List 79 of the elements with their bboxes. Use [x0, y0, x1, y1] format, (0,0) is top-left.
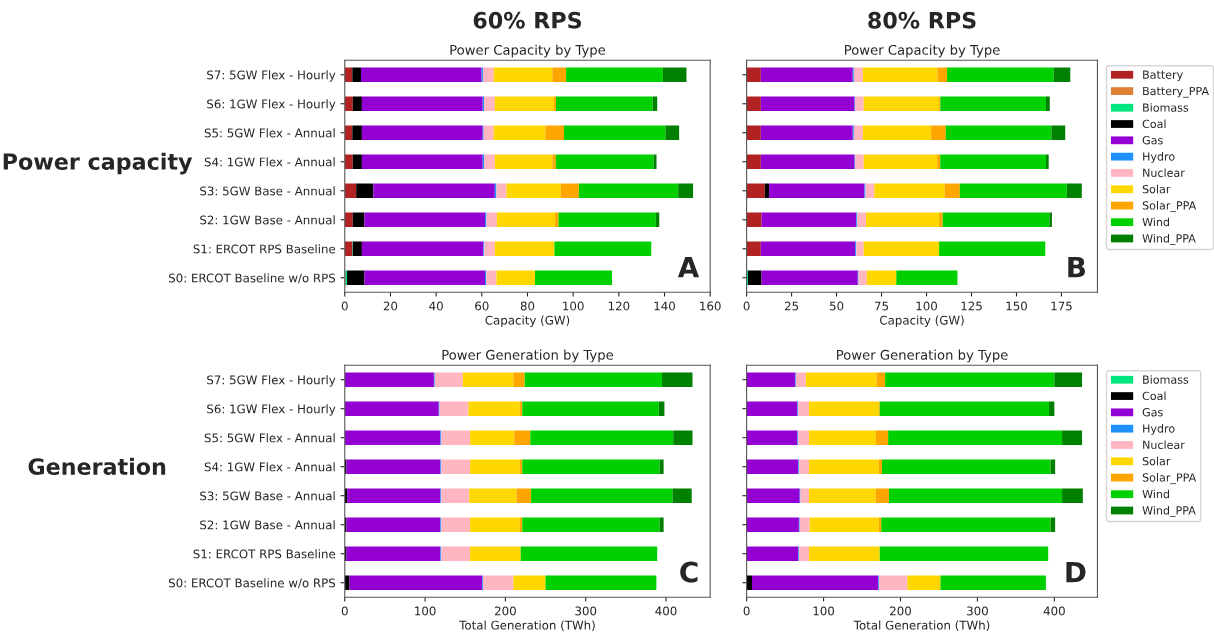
- y-tick-label: S0: ERCOT Baseline w/o RPS: [168, 273, 336, 284]
- legend-label: Wind: [1142, 217, 1169, 227]
- legend-label: Coal: [1142, 391, 1166, 401]
- text: 60% RPS: [473, 11, 582, 29]
- x-tick-label: 175: [1051, 301, 1072, 311]
- legend-label: Biomass: [1143, 103, 1189, 112]
- x-tick-label: 0: [743, 606, 750, 616]
- x-tick-label: 140: [654, 301, 675, 311]
- x-tick-label: 200: [495, 606, 516, 616]
- legend-label: Wind_PPA: [1142, 233, 1196, 245]
- y-tick-label: S1: ERCOT RPS Baseline: [193, 549, 336, 559]
- x-tick-label: 300: [575, 606, 597, 616]
- legend-label: Gas: [1142, 408, 1163, 417]
- x-tick-label: 0: [341, 606, 348, 616]
- x-tick-label: 20: [383, 301, 398, 311]
- x-tick-label: 125: [961, 301, 982, 311]
- y-tick-label: S4: 1GW Flex - Annual: [204, 157, 335, 167]
- chart-title: Power Generation by Type: [442, 349, 614, 363]
- legend-label: Hydro: [1143, 152, 1175, 163]
- x-tick-label: 100: [813, 606, 835, 616]
- x-axis-title: Total Generation (TWh): [853, 620, 990, 631]
- legend-label: Gas: [1142, 135, 1163, 145]
- x-tick-label: 160: [700, 301, 721, 311]
- x-tick-label: 25: [784, 301, 799, 311]
- y-tick-label: S6: 1GW Flex - Hourly: [207, 99, 336, 111]
- legend-label: Solar: [1142, 184, 1171, 194]
- legend-label: Coal: [1142, 119, 1166, 129]
- x-tick-label: 80: [520, 301, 535, 311]
- x-tick-label: 60: [475, 301, 489, 311]
- x-tick-label: 300: [967, 606, 988, 616]
- y-tick-label: S3: 5GW Base - Annual: [200, 491, 335, 501]
- x-tick-label: 0: [341, 301, 348, 311]
- chart-title: Power Generation by Type: [837, 349, 1008, 363]
- x-tick-label: 100: [415, 606, 436, 616]
- legend-label: Battery: [1143, 70, 1183, 81]
- legend-label: Hydro: [1143, 424, 1175, 435]
- legend-label: Biomass: [1143, 375, 1189, 384]
- chart-title: Power Capacity by Type: [845, 44, 1000, 58]
- chart-title: Power Capacity by Type: [450, 44, 606, 58]
- y-tick-label: S2: 1GW Base - Annual: [200, 520, 335, 530]
- annotation: A: [677, 256, 700, 278]
- legend-label: Wind_PPA: [1142, 505, 1196, 518]
- y-tick-label: S7: 5GW Flex - Hourly: [207, 375, 336, 387]
- legend-label: Solar: [1142, 456, 1171, 466]
- annotation: C: [680, 561, 698, 583]
- legend-label: Nuclear: [1143, 168, 1185, 177]
- x-tick-label: 120: [608, 301, 630, 311]
- y-tick-label: S0: ERCOT Baseline w/o RPS: [168, 578, 336, 589]
- legend-label: Nuclear: [1143, 440, 1185, 450]
- x-tick-label: 40: [429, 301, 443, 311]
- x-tick-label: 0: [743, 301, 750, 311]
- text: Power capacity: [3, 152, 193, 175]
- legend-label: Battery_PPA: [1143, 86, 1209, 98]
- y-tick-label: S3: 5GW Base - Annual: [200, 186, 335, 196]
- legend-label: Solar_PPA: [1142, 473, 1197, 485]
- x-tick-label: 400: [1043, 606, 1065, 616]
- x-tick-label: 100: [563, 301, 584, 311]
- x-tick-label: 200: [890, 606, 911, 616]
- text: 80% RPS: [868, 11, 976, 29]
- x-tick-label: 50: [829, 301, 844, 311]
- y-tick-label: S7: 5GW Flex - Hourly: [207, 70, 336, 82]
- y-tick-label: S5: 5GW Flex - Annual: [204, 128, 335, 138]
- annotation: B: [1068, 256, 1085, 278]
- x-axis-title: Capacity (GW): [880, 315, 964, 327]
- y-tick-label: S6: 1GW Flex - Hourly: [207, 404, 336, 416]
- y-tick-label: S2: 1GW Base - Annual: [200, 215, 335, 225]
- legend-label: Wind: [1142, 489, 1169, 499]
- y-tick-label: S1: ERCOT RPS Baseline: [193, 244, 336, 254]
- annotation: D: [1066, 561, 1086, 583]
- y-tick-label: S5: 5GW Flex - Annual: [204, 433, 335, 443]
- text: Generation: [28, 457, 166, 475]
- x-tick-label: 75: [875, 301, 889, 311]
- x-tick-label: 400: [655, 606, 677, 616]
- x-tick-label: 150: [1006, 301, 1027, 311]
- legend-label: Solar_PPA: [1142, 201, 1197, 213]
- x-axis-title: Total Generation (TWh): [459, 620, 595, 631]
- y-tick-label: S4: 1GW Flex - Annual: [204, 462, 335, 472]
- x-axis-title: Capacity (GW): [485, 315, 570, 327]
- x-tick-label: 100: [916, 301, 938, 311]
